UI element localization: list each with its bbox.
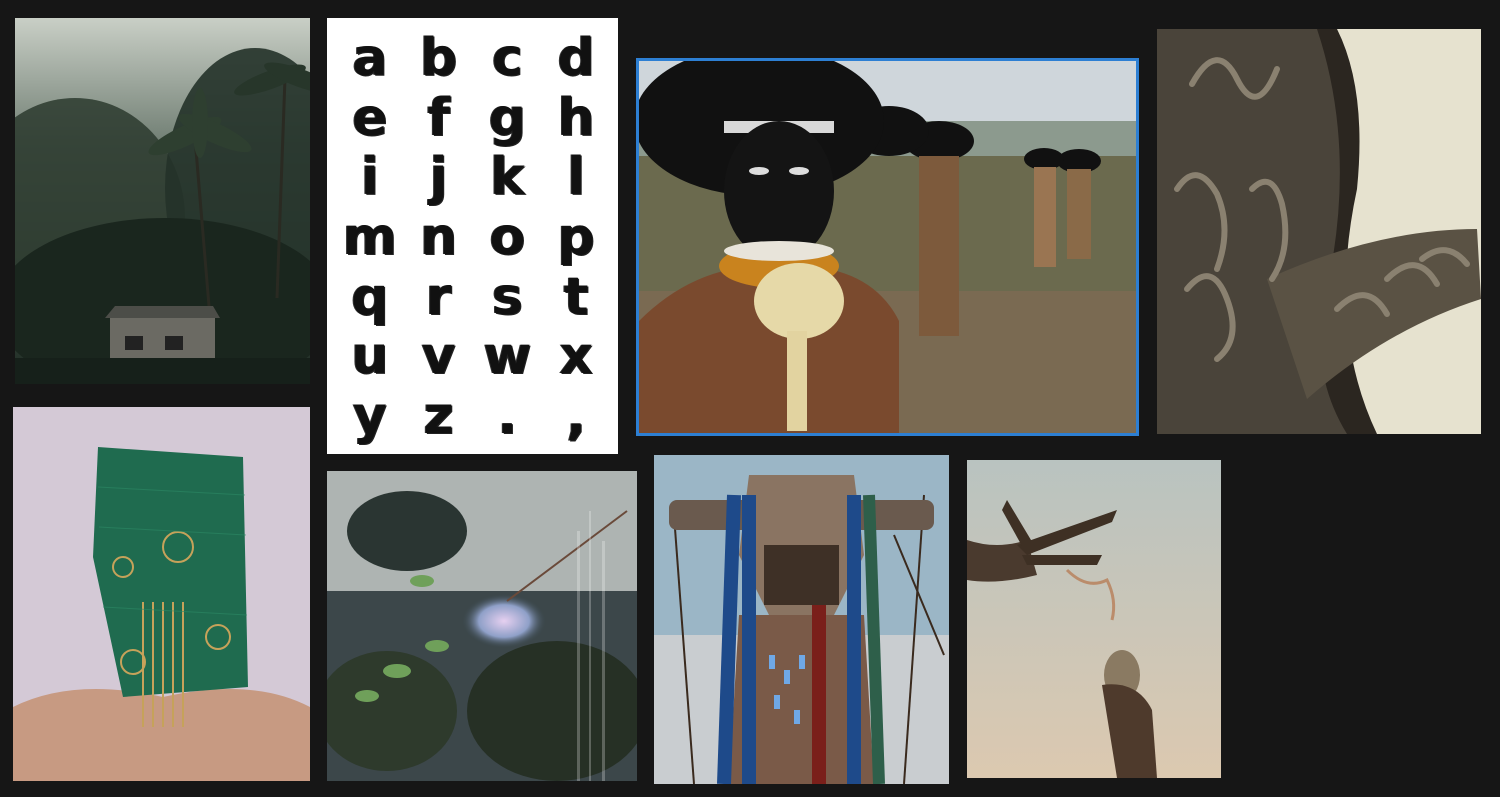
glyph: r: [425, 266, 452, 327]
jungle-photo: [15, 18, 310, 384]
glyph: n: [420, 206, 457, 267]
glyph: z: [423, 386, 453, 447]
feather-smoke-photo-card[interactable]: [967, 460, 1221, 778]
glyph: y: [352, 386, 387, 447]
glyph: o: [489, 206, 526, 267]
glitch-plant-photo: [327, 471, 637, 781]
glyph: j: [429, 147, 448, 208]
glyph: w: [483, 326, 531, 387]
warrior-render-card[interactable]: [654, 455, 949, 784]
jungle-photo-card[interactable]: [15, 18, 310, 384]
glitch-plant-photo-card[interactable]: [327, 471, 637, 781]
glyph: b: [420, 27, 457, 88]
tribe-photo: [639, 61, 1136, 433]
glyph: ,: [566, 386, 586, 447]
feather-smoke-photo: [967, 460, 1221, 778]
glyph: k: [490, 147, 525, 208]
glyph: p: [557, 206, 595, 267]
glyph: x: [559, 326, 593, 387]
glyph: g: [488, 87, 526, 148]
glyph: q: [351, 266, 388, 327]
glyph: v: [421, 326, 456, 387]
glyph: l: [567, 147, 585, 208]
warrior-render: [654, 455, 949, 784]
scar-arm-photo: [1157, 29, 1481, 434]
glyph: a: [352, 27, 387, 88]
glyph: t: [563, 266, 589, 327]
alphabet-sheet-card[interactable]: a b c d e f g h i j k l m n o p q r s t …: [327, 18, 618, 454]
tribe-photo-card[interactable]: [636, 58, 1139, 436]
glyph: u: [351, 326, 388, 387]
wire-mask-photo-card[interactable]: [13, 407, 310, 781]
wire-mask-photo: [13, 407, 310, 781]
alphabet-glyph-grid: a b c d e f g h i j k l m n o p q r s t …: [335, 28, 610, 446]
glyph: d: [557, 27, 595, 88]
glyph: h: [557, 87, 595, 148]
glyph: c: [491, 27, 523, 88]
glyph: i: [360, 147, 379, 208]
glyph: .: [497, 386, 517, 447]
glyph: f: [427, 87, 450, 148]
glyph: e: [352, 87, 387, 148]
glyph: m: [342, 206, 397, 267]
glyph: s: [491, 266, 523, 327]
scar-arm-photo-card[interactable]: [1157, 29, 1481, 434]
